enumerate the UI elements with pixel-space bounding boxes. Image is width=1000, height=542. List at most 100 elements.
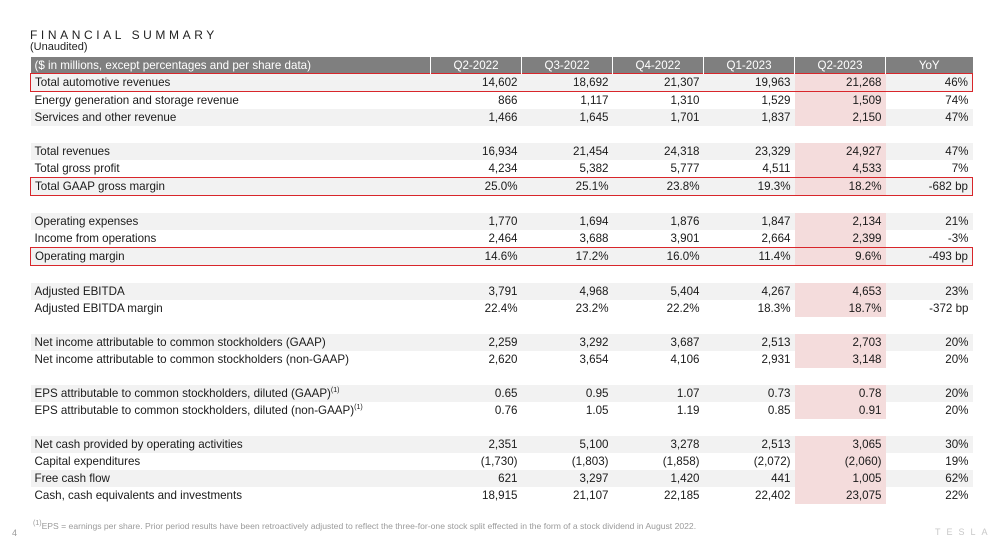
yoy-cell: 22% <box>885 487 973 504</box>
value-cell: 621 <box>430 470 522 487</box>
yoy-cell: -3% <box>885 230 973 248</box>
value-cell: 23,329 <box>703 143 795 160</box>
value-cell: 16.0% <box>612 247 704 266</box>
value-cell: 25.1% <box>521 177 613 196</box>
value-cell: 4,968 <box>521 283 613 300</box>
value-cell: 21,454 <box>521 143 613 160</box>
value-cell: 21,307 <box>612 73 704 92</box>
value-cell: 5,382 <box>521 160 613 178</box>
table-row: Operating margin 14.6% 17.2% 16.0% 11.4% 9.6%… <box>30 247 973 266</box>
yoy-cell: -372 bp <box>885 300 973 317</box>
value-cell: 1.05 <box>521 402 613 419</box>
footnote-ref: (1) <box>354 404 363 412</box>
value-cell: 21,268 <box>794 73 886 92</box>
value-cell: 4,511 <box>703 160 795 178</box>
yoy-cell: 47% <box>885 109 973 126</box>
header-label: ($ in millions, except percentages and p… <box>30 57 431 74</box>
yoy-cell: 20% <box>885 402 973 419</box>
value-cell: 2,399 <box>794 230 886 248</box>
yoy-cell: 62% <box>885 470 973 487</box>
value-cell: 4,653 <box>794 283 886 300</box>
row-label: Income from operations <box>30 230 431 248</box>
row-label: Cash, cash equivalents and investments <box>30 487 431 504</box>
table-row: Total GAAP gross margin 25.0% 25.1% 23.8% 19… <box>30 177 973 196</box>
yoy-cell: -493 bp <box>885 247 973 266</box>
row-label: Operating margin <box>30 247 431 266</box>
value-cell: 0.76 <box>430 402 522 419</box>
row-label-text: EPS attributable to common stockholders,… <box>34 387 331 400</box>
row-label-text: Total automotive revenues <box>35 76 171 89</box>
row-label: Total gross profit <box>30 160 431 178</box>
value-cell: 1,310 <box>612 91 704 109</box>
value-cell: 1,005 <box>794 470 886 487</box>
row-label-text: Net income attributable to common stockh… <box>34 336 326 349</box>
row-label: EPS attributable to common stockholders,… <box>30 385 431 402</box>
header-col-q3-2022: Q3-2022 <box>521 57 613 74</box>
value-cell: 18,692 <box>521 73 613 92</box>
value-cell: (1,803) <box>521 453 613 470</box>
value-cell: 1.19 <box>612 402 704 419</box>
value-cell: 24,318 <box>612 143 704 160</box>
row-label: Net cash provided by operating activitie… <box>30 436 431 453</box>
table-row: Net income attributable to common stockh… <box>30 351 973 368</box>
yoy-cell: 20% <box>885 334 973 351</box>
footnote-text: EPS = earnings per share. Prior period r… <box>41 520 697 531</box>
row-label: Operating expenses <box>30 213 431 230</box>
value-cell: 2,464 <box>430 230 522 248</box>
table-header-row: ($ in millions, except percentages and p… <box>30 57 973 74</box>
value-cell: 1,420 <box>612 470 704 487</box>
brand-wordmark: TESLA <box>935 527 994 537</box>
value-cell: 3,148 <box>794 351 886 368</box>
value-cell: 2,664 <box>703 230 795 248</box>
value-cell: 1,847 <box>703 213 795 230</box>
spacer-cell <box>30 126 973 143</box>
table-row: Total gross profit 4,234 5,382 5,777 4,511 4,… <box>30 160 973 178</box>
value-cell: 2,620 <box>430 351 522 368</box>
value-cell: 22.2% <box>612 300 704 317</box>
row-label: Services and other revenue <box>30 109 431 126</box>
value-cell: 23,075 <box>794 487 886 504</box>
table-row: Total revenues 16,934 21,454 24,318 23,329 24… <box>30 143 973 160</box>
spacer-cell <box>30 195 973 213</box>
yoy-cell: 20% <box>885 385 973 402</box>
value-cell: 5,404 <box>612 283 704 300</box>
value-cell: 21,107 <box>521 487 613 504</box>
yoy-cell: 20% <box>885 351 973 368</box>
row-label-text: Operating margin <box>35 250 125 263</box>
row-label: Total GAAP gross margin <box>30 177 431 196</box>
spacer-row <box>30 265 973 283</box>
yoy-cell: 46% <box>885 73 973 92</box>
table-row: EPS attributable to common stockholders,… <box>30 402 973 419</box>
value-cell: 1,876 <box>612 213 704 230</box>
value-cell: 14,602 <box>430 73 522 92</box>
row-label: Free cash flow <box>30 470 431 487</box>
value-cell: 866 <box>430 91 522 109</box>
value-cell: 3,292 <box>521 334 613 351</box>
value-cell: 2,703 <box>794 334 886 351</box>
row-label: Adjusted EBITDA margin <box>30 300 431 317</box>
value-cell: 2,150 <box>794 109 886 126</box>
yoy-cell: 30% <box>885 436 973 453</box>
value-cell: 18.7% <box>794 300 886 317</box>
spacer-row <box>30 419 973 436</box>
footnote: (1)EPS = earnings per share. Prior perio… <box>33 520 696 531</box>
value-cell: (1,858) <box>612 453 704 470</box>
yoy-cell: 7% <box>885 160 973 178</box>
value-cell: 5,777 <box>612 160 704 178</box>
value-cell: 3,297 <box>521 470 613 487</box>
value-cell: 22.4% <box>430 300 522 317</box>
value-cell: (2,060) <box>794 453 886 470</box>
value-cell: 1,770 <box>430 213 522 230</box>
yoy-cell: 21% <box>885 213 973 230</box>
row-label-text: Net income attributable to common stockh… <box>34 353 349 366</box>
value-cell: 1,645 <box>521 109 613 126</box>
value-cell: 14.6% <box>430 247 522 266</box>
value-cell: 3,688 <box>521 230 613 248</box>
value-cell: 19,963 <box>703 73 795 92</box>
row-label-text: Total gross profit <box>34 162 120 175</box>
row-label-text: Adjusted EBITDA margin <box>34 302 163 315</box>
table-body: Total automotive revenues 14,602 18,692 21,… <box>30 73 973 504</box>
table-row: Capital expenditures (1,730) (1,803) (1,858… <box>30 453 973 470</box>
spacer-cell <box>30 419 973 436</box>
value-cell: 3,278 <box>612 436 704 453</box>
